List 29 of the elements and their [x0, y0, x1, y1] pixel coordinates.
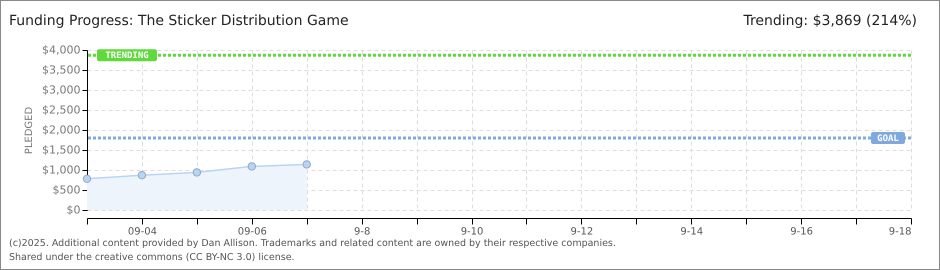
x-tick-label: 9-10: [460, 226, 484, 238]
point: [302, 160, 311, 169]
ref-line-label: GOAL: [877, 134, 900, 144]
y-tick-label: $3,500: [42, 64, 80, 76]
y-tick-label: $2,000: [42, 124, 80, 136]
x-tick-label: 09-04: [128, 226, 157, 238]
x-tick-label: 9-16: [790, 226, 813, 238]
point: [82, 174, 92, 183]
chart-subtitle: Trending: $3,869 (214%): [743, 13, 917, 29]
y-tick-label: $2,500: [42, 104, 80, 116]
y-tick-label: $3,000: [42, 84, 80, 96]
x-tick-label: 9-12: [570, 226, 594, 238]
x-tick-label: 09-06: [238, 226, 267, 238]
y-tick-label: $500: [52, 184, 80, 196]
y-tick-label: $1,500: [42, 144, 80, 156]
y-tick-label: $1,000: [42, 164, 80, 176]
y-tick-label: $0: [66, 204, 80, 216]
point: [248, 162, 256, 171]
y-axis-title: PLEDGED: [24, 106, 36, 154]
chart-title: Funding Progress: The Sticker Distribution Game: [9, 13, 349, 29]
x-tick-label: 9-14: [680, 226, 704, 238]
point: [138, 171, 146, 180]
point: [192, 168, 202, 177]
text: (c)2025. Additional content provided by Dan Allison. Trademarks and related content are owned by their respective companies.: [9, 237, 616, 251]
y-tick-label: $4,000: [42, 44, 80, 56]
x-tick-label: 9-8: [354, 226, 370, 238]
x-tick-label: 9-18: [888, 226, 912, 238]
ref-line-label: TRENDING: [105, 51, 149, 62]
text: Shared under the creative commons (CC BY-NC 3.0) license.: [9, 251, 296, 265]
